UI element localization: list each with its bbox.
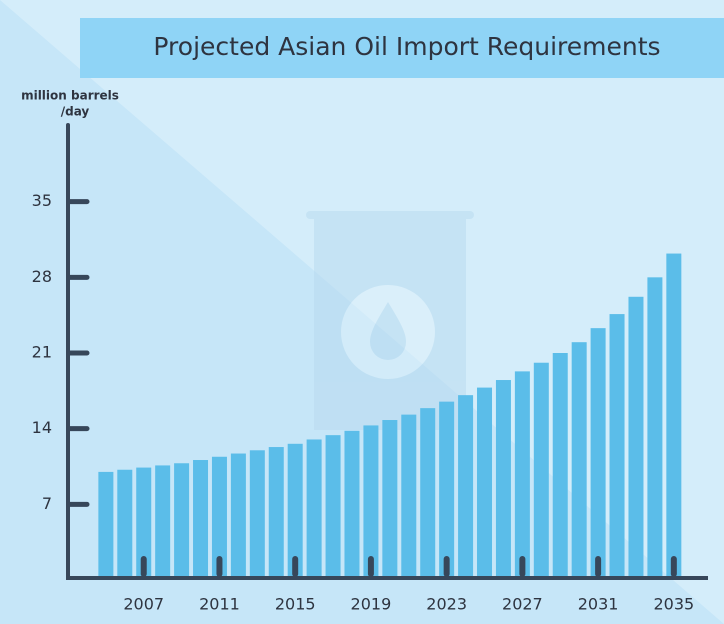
- bar: [553, 353, 568, 578]
- bar: [174, 463, 189, 578]
- bar: [515, 371, 530, 578]
- page: Projected Asian Oil Import Requirements …: [0, 0, 724, 624]
- bar: [591, 328, 606, 578]
- x-tick-label: 2015: [275, 595, 316, 614]
- bar: [307, 439, 322, 578]
- bar: [534, 363, 549, 578]
- bar: [382, 420, 397, 578]
- bar: [155, 465, 170, 578]
- bar: [439, 402, 454, 578]
- bar: [250, 450, 265, 578]
- x-tick-label: 2007: [123, 595, 164, 614]
- bar: [98, 472, 113, 578]
- bar: [420, 408, 435, 578]
- bar: [326, 435, 341, 578]
- bar: [344, 431, 359, 578]
- y-tick-label: 21: [32, 343, 52, 362]
- x-tick-label: 2019: [351, 595, 392, 614]
- y-tick-label: 28: [32, 267, 52, 286]
- x-tick-label: 2011: [199, 595, 240, 614]
- x-tick-label: 2035: [653, 595, 694, 614]
- y-tick-label: 14: [32, 418, 52, 437]
- bar: [117, 470, 132, 578]
- bar: [401, 415, 416, 578]
- bar: [647, 277, 662, 578]
- y-axis-label: million barrels: [21, 89, 119, 103]
- y-tick-label: 7: [42, 494, 52, 513]
- bar: [269, 447, 284, 578]
- bar: [477, 388, 492, 578]
- barrel-icon: [306, 211, 474, 430]
- bar: [628, 297, 643, 578]
- y-axis-label: /day: [61, 105, 90, 119]
- x-tick-label: 2031: [578, 595, 619, 614]
- bar: [458, 395, 473, 578]
- x-tick-label: 2023: [426, 595, 467, 614]
- chart: Projected Asian Oil Import Requirements …: [0, 0, 724, 624]
- chart-title: Projected Asian Oil Import Requirements: [153, 32, 660, 61]
- bar: [572, 342, 587, 578]
- bar: [666, 254, 681, 578]
- bar: [231, 454, 246, 578]
- bar: [193, 460, 208, 578]
- bar: [496, 380, 511, 578]
- bar: [610, 314, 625, 578]
- bar: [363, 425, 378, 578]
- x-tick-label: 2027: [502, 595, 543, 614]
- y-tick-label: 35: [32, 191, 52, 210]
